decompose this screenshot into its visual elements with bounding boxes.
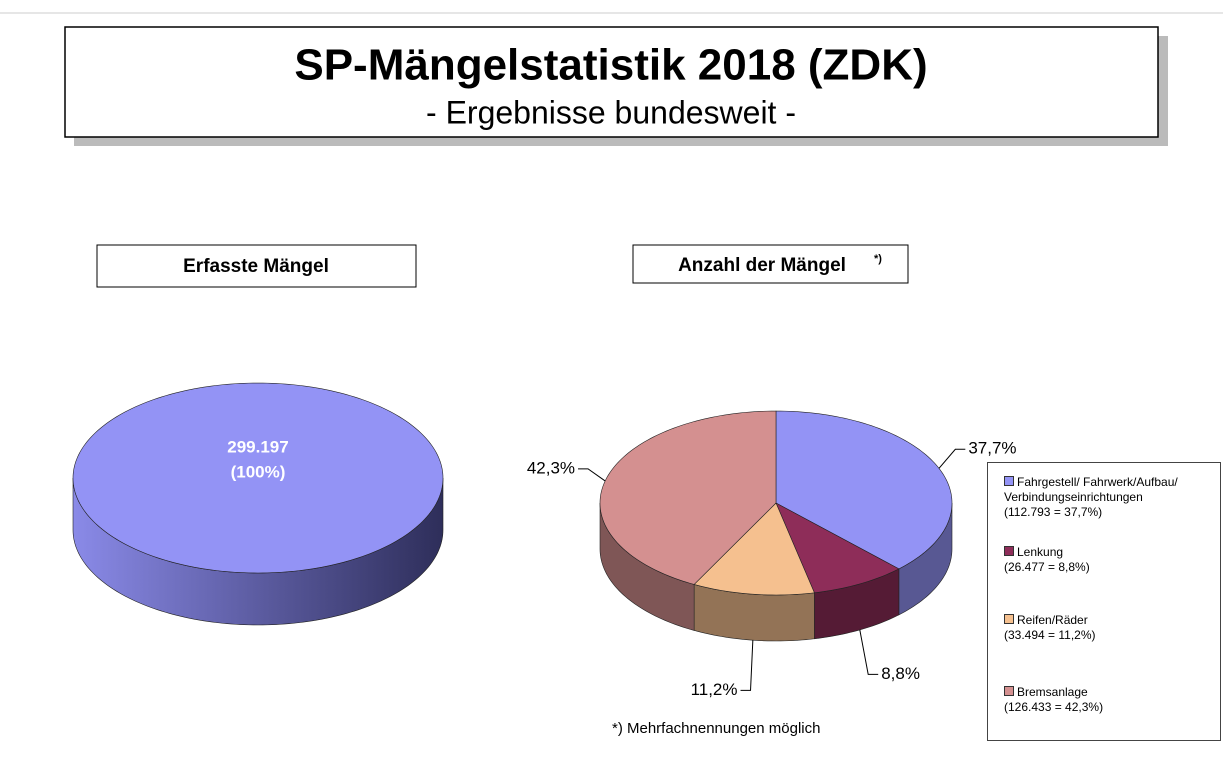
leader-line [938, 448, 966, 469]
legend-detail: (126.433 = 42,3%) [1004, 700, 1104, 714]
legend-entry: Bremsanlage (126.433 = 42,3%) [1004, 685, 1209, 715]
title: SP-Mängelstatistik 2018 (ZDK) [294, 41, 927, 90]
chart-title: Erfasste Mängel [183, 256, 329, 277]
pie-slice [775, 502, 900, 594]
legend: Fahrgestell/ Fahrwerk/Aufbau/ Verbindung… [987, 462, 1221, 741]
data-label: (100%) [231, 462, 286, 481]
legend-entry: Lenkung (26.477 = 8,8%) [1004, 545, 1209, 575]
data-label: 37,7% [968, 439, 1016, 458]
legend-swatch [1004, 614, 1014, 624]
legend-detail: (26.477 = 8,8%) [1004, 560, 1090, 574]
title-note: *) [874, 253, 882, 265]
legend-detail: (33.494 = 11,2%) [1004, 628, 1096, 642]
data-label: 8,8% [881, 664, 920, 683]
footnote: *) Mehrfachnennungen möglich [612, 720, 820, 737]
title-box [64, 26, 1159, 138]
chart-title-box [96, 244, 417, 288]
leader-line [578, 468, 606, 482]
legend-swatch [1004, 686, 1014, 696]
pie-slice [693, 502, 815, 596]
pie-slice [775, 410, 953, 570]
legend-entry: Reifen/Räder (33.494 = 11,2%) [1004, 613, 1209, 643]
legend-label: Bremsanlage [1017, 685, 1088, 699]
pie-slice [599, 410, 777, 585]
legend-label: Lenkung [1017, 545, 1064, 559]
data-label: 11,2% [691, 680, 738, 699]
pie-slice [72, 382, 444, 574]
subtitle: - Ergebnisse bundesweit - [426, 94, 796, 130]
data-label: 299.197 [227, 437, 288, 456]
legend-entry: Fahrgestell/ Fahrwerk/Aufbau/ Verbindung… [1004, 475, 1209, 520]
legend-detail: (112.793 = 37,7%) [1004, 505, 1103, 519]
leader-line [740, 640, 754, 691]
legend-label: Fahrgestell/ Fahrwerk/Aufbau/ Verbindung… [1004, 475, 1178, 504]
legend-swatch [1004, 476, 1014, 486]
leader-line [859, 629, 879, 675]
chart-title-box [632, 244, 909, 284]
legend-swatch [1004, 546, 1014, 556]
chart-title: Anzahl der Mängel [678, 255, 846, 276]
legend-label: Reifen/Räder [1017, 613, 1088, 627]
data-label: 42,3% [527, 458, 575, 477]
